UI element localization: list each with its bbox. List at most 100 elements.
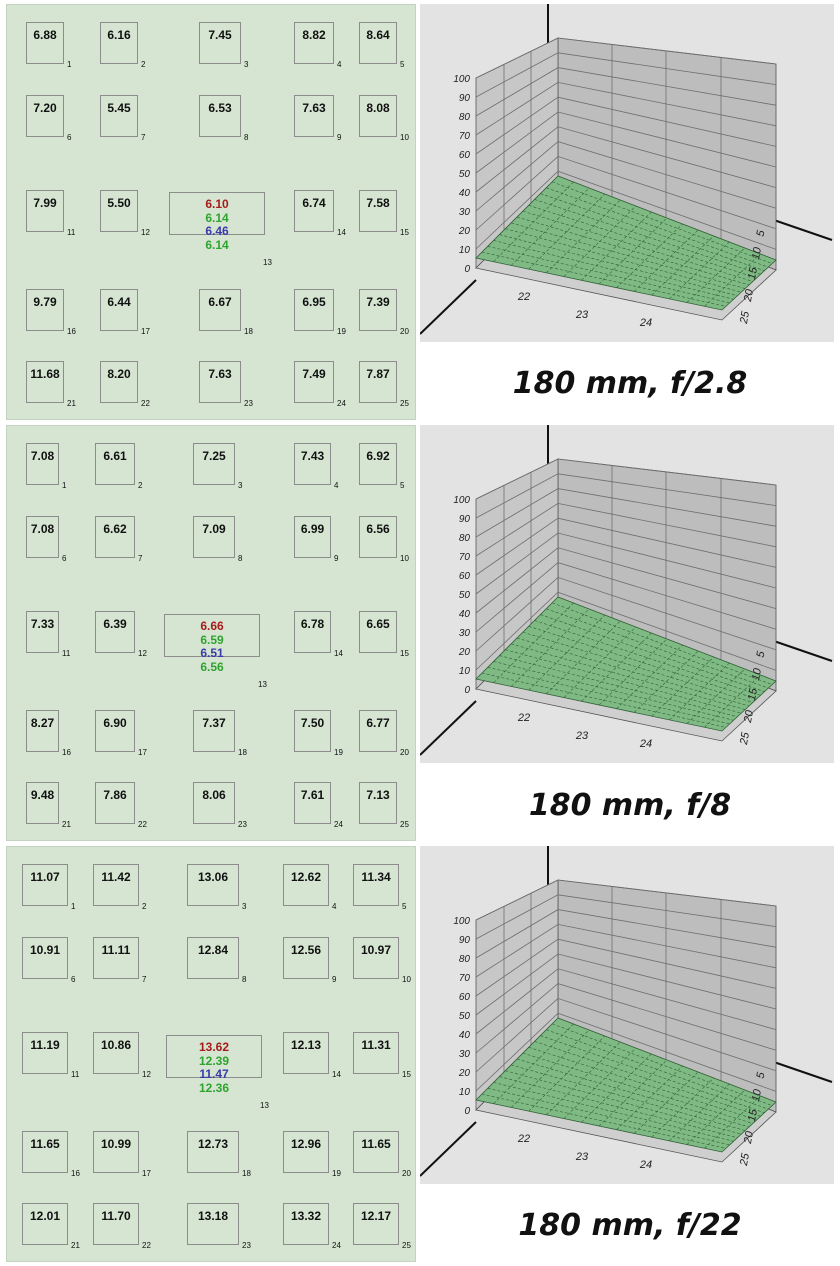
cell-index: 2 [141, 60, 146, 69]
measurement-cell: 7.37 18 [193, 710, 247, 757]
cell-box [193, 710, 235, 752]
measurement-cell: 11.65 16 [22, 1131, 80, 1178]
cell-value: 11.11 [101, 943, 131, 957]
x-tick-label: 23 [575, 309, 589, 321]
cell-value: 6.62 [103, 522, 127, 536]
z-tick-label: 0 [464, 685, 470, 696]
center-value-green1: 6.14 [205, 210, 229, 225]
cell-box [199, 361, 241, 403]
cell-box [359, 710, 397, 752]
surface-gridline [522, 210, 753, 282]
cell-index: 5 [402, 902, 407, 911]
z-tick-label: 20 [458, 226, 471, 237]
x-tick-label: 22 [517, 291, 530, 303]
cell-box [22, 1032, 68, 1074]
measurement-cell: 10.86 12 [93, 1032, 151, 1079]
measurement-cell: 6.95 19 [294, 289, 346, 336]
surface-gridline [546, 620, 621, 695]
cell-value: 5.50 [107, 196, 131, 210]
surface-gridline [546, 608, 769, 689]
cell-index: 24 [332, 1241, 341, 1250]
measurement-cell: 12.01 21 [22, 1203, 80, 1250]
y-tick-label: 20 [742, 1130, 756, 1146]
surface-gridline [540, 614, 765, 692]
cell-box [26, 95, 64, 137]
cell-value: 7.63 [302, 101, 326, 115]
measurement-cell: 7.63 9 [294, 95, 341, 142]
cell-value: 7.39 [366, 295, 390, 309]
cell-index: 18 [244, 327, 253, 336]
cell-box [294, 782, 331, 824]
center-value-green1: 6.59 [200, 632, 224, 647]
cell-index: 21 [71, 1241, 80, 1250]
wall-gridline [475, 141, 777, 212]
cell-value: 10.99 [100, 1137, 132, 1151]
surface-chart: 0 10 20 30 40 50 60 70 80 90 100 22 23 24 5 10 15 20 25 [419, 4, 833, 335]
cell-index: 15 [400, 649, 409, 658]
axis-y-line [767, 638, 833, 662]
cell-value: 12.13 [290, 1038, 322, 1052]
z-tick-label: 30 [459, 1049, 471, 1060]
measurement-cell: 6.77 20 [359, 710, 409, 757]
measurement-cell: 11.42 2 [93, 864, 146, 911]
cell-value: 6.74 [302, 196, 326, 210]
cell-box [22, 1203, 68, 1245]
cell-index: 12 [142, 1070, 151, 1079]
cell-index: 2 [138, 481, 143, 490]
cell-index: 6 [62, 554, 67, 563]
z-tick-label: 80 [459, 954, 471, 965]
surface-gridline [686, 247, 746, 303]
measurement-cell: 11.68 21 [26, 361, 76, 408]
z-tick-label: 10 [459, 245, 471, 256]
measurement-cell: 7.50 19 [294, 710, 343, 757]
cell-value: 7.58 [366, 196, 390, 210]
z-tick-label: 70 [459, 131, 471, 142]
measurement-cell: 11.11 7 [93, 937, 146, 984]
panel-row: 7.08 1 6.61 2 7.25 3 7.43 4 6.92 5 7.08 6 6.62 7 7.09 8… [0, 425, 840, 841]
z-tick-label: 70 [459, 973, 471, 984]
wall-gridline [475, 488, 777, 538]
cell-box [26, 710, 59, 752]
wall-gridline [475, 111, 777, 174]
cell-box [26, 190, 64, 232]
measurement-cell: 12.13 14 [283, 1032, 341, 1079]
cell-value: 7.87 [366, 367, 390, 381]
measurement-cell: 8.82 4 [294, 22, 341, 69]
measurement-cell: 12.17 25 [353, 1203, 411, 1250]
cell-index: 17 [141, 327, 150, 336]
cell-value: 6.78 [300, 617, 325, 631]
cell-box [93, 864, 139, 906]
cell-index: 2 [142, 902, 147, 911]
cell-box [95, 710, 135, 752]
measurement-cell: 12.73 18 [187, 1131, 251, 1178]
surface-gridline [528, 1035, 605, 1112]
measurement-cell: 6.74 14 [294, 190, 346, 237]
cell-value: 10.91 [29, 943, 61, 957]
cell-box [294, 22, 334, 64]
cell-index: 9 [337, 133, 342, 142]
measurement-cell: 7.13 25 [359, 782, 409, 829]
wall-gridline [475, 96, 777, 155]
z-tick-label: 90 [459, 935, 471, 946]
measurement-cell: 6.67 18 [199, 289, 253, 336]
wall-gridline [475, 562, 777, 633]
cell-index: 6 [71, 975, 76, 984]
cell-value: 12.17 [360, 1209, 392, 1223]
cell-index: 3 [244, 60, 249, 69]
cell-index: 11 [71, 1070, 80, 1079]
wall-gridline [475, 968, 777, 1035]
panel-row: 11.07 1 11.42 2 13.06 3 12.62 4 11.34 5 10.91 6 11.1… [0, 846, 840, 1262]
cell-index: 4 [337, 60, 342, 69]
measurement-cell: 9.48 21 [26, 782, 71, 829]
cell-box [359, 516, 397, 558]
surface-gridline [704, 674, 761, 728]
surface-gridline [651, 656, 714, 717]
cell-value: 5.45 [107, 101, 131, 115]
cell-index: 12 [138, 649, 147, 658]
z-tick-label: 0 [464, 264, 470, 275]
cell-value: 6.88 [33, 28, 57, 42]
surface-gridline [552, 181, 773, 264]
cell-value: 8.20 [107, 367, 131, 381]
measurement-cell: 6.99 9 [294, 516, 338, 563]
surface-chart-panel: 0 10 20 30 40 50 60 70 80 90 100 22 23 24 5 10 15 20 25 [419, 4, 834, 342]
